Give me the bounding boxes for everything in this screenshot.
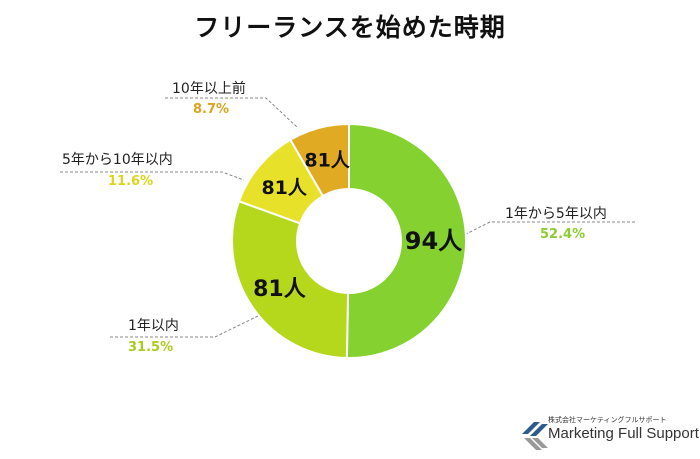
slice-percent-1to5: 52.4%	[540, 227, 586, 242]
chart-title: フリーランスを始めた時期	[194, 13, 506, 42]
slice-label-5to10: 5年から10年以内	[62, 152, 173, 168]
slice-label-over10: 10年以上前	[172, 81, 246, 97]
slice-percent-within1: 31.5%	[128, 340, 174, 355]
logo-name: Marketing Full Support	[548, 425, 699, 442]
company-logo-icon	[522, 422, 548, 450]
callout-line	[461, 221, 635, 237]
donut-slice	[231, 199, 350, 359]
callout-line	[165, 97, 299, 129]
slice-label-1to5: 1年から5年以内	[505, 206, 607, 222]
donut-slice	[345, 122, 467, 359]
slice-percent-over10: 8.7%	[193, 102, 230, 117]
callout-line	[110, 315, 259, 338]
callout-line	[60, 171, 245, 181]
slice-label-within1: 1年以内	[128, 318, 179, 334]
slice-percent-5to10: 11.6%	[108, 174, 154, 189]
slice-count-label: 81人	[253, 277, 306, 302]
slice-count-label: 81人	[261, 177, 307, 199]
donut-slice	[289, 122, 350, 198]
slice-count-label: 81人	[304, 149, 350, 171]
slice-count-label: 94人	[405, 227, 462, 255]
logo-company-jp: 株式会社マーケティングフルサポート	[548, 416, 667, 424]
